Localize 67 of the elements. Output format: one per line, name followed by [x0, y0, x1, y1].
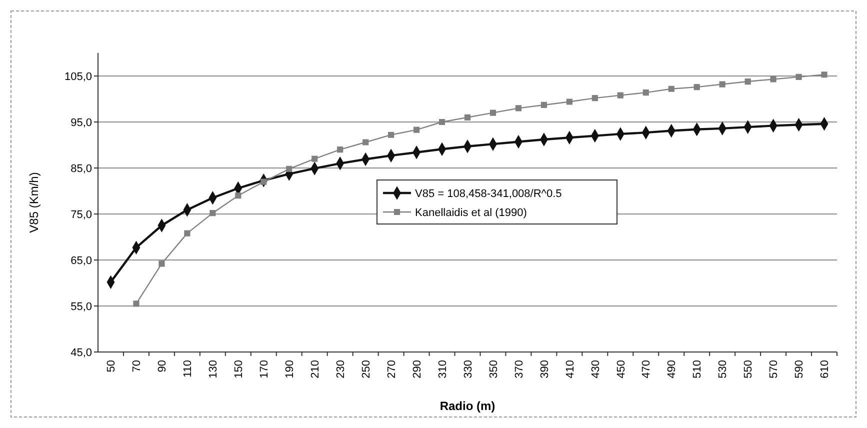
x-tick-label: 570: [768, 360, 780, 378]
x-tick-label: 190: [284, 360, 296, 378]
x-tick-label: 350: [488, 360, 500, 378]
x-tick-label: 610: [819, 360, 832, 378]
x-tick-label: 470: [640, 360, 653, 378]
y-tick-label: 105,0: [64, 70, 92, 83]
x-tick-label: 50: [106, 360, 118, 372]
x-tick-label: 130: [208, 360, 220, 378]
x-tick-label: 250: [360, 360, 372, 378]
x-tick-label: 70: [131, 360, 144, 372]
point: [515, 105, 522, 112]
x-tick-label: 230: [334, 360, 347, 378]
x-tick-label: 550: [742, 360, 755, 378]
y-tick-label: 95,0: [70, 116, 92, 129]
y-axis-title: V85 (Km/h): [27, 172, 41, 233]
x-tick-label: 170: [258, 360, 270, 378]
point: [566, 98, 572, 105]
point: [312, 156, 318, 162]
x-tick-label: 290: [411, 360, 424, 378]
point: [668, 86, 674, 92]
point: [184, 230, 190, 236]
x-axis-title: Radio (m): [440, 399, 496, 413]
point: [413, 126, 420, 133]
x-tick-label: 310: [436, 360, 449, 378]
point: [770, 76, 776, 82]
x-tick-label: 270: [386, 360, 398, 378]
point: [210, 210, 216, 216]
x-tick-label: 510: [692, 360, 704, 378]
point: [744, 78, 751, 85]
x-tick-label: 110: [182, 360, 194, 378]
legend-label: Kanellaidis et al (1990): [415, 206, 527, 219]
x-tick-label: 430: [590, 360, 602, 378]
x-tick-label: 370: [513, 360, 526, 378]
x-tick-label: 90: [156, 360, 169, 372]
y-tick-label: 45,0: [70, 346, 92, 359]
x-tick-label: 210: [309, 360, 322, 378]
y-tick-label: 65,0: [70, 254, 92, 267]
x-tick-label: 150: [233, 360, 246, 378]
point: [362, 139, 369, 146]
point: [821, 72, 828, 78]
x-tick-label: 410: [564, 360, 576, 378]
x-tick-label: 530: [717, 360, 730, 378]
point: [337, 146, 344, 153]
point: [719, 81, 726, 88]
point: [286, 166, 292, 172]
point: [592, 95, 598, 102]
point: [490, 110, 496, 116]
x-tick-label: 450: [615, 360, 628, 378]
y-tick-label: 85,0: [70, 162, 92, 175]
x-tick-label: 330: [462, 360, 474, 378]
point: [438, 118, 446, 126]
point: [540, 102, 547, 108]
point: [694, 84, 700, 90]
x-tick-label: 590: [794, 360, 806, 378]
point: [796, 74, 802, 80]
point: [617, 92, 624, 98]
point: [388, 132, 394, 138]
point: [235, 192, 242, 199]
y-tick-label: 55,0: [70, 300, 92, 313]
y-tick-label: 75,0: [70, 208, 92, 221]
point: [158, 260, 165, 267]
legend-label: V85 = 108,458-341,008/R^0.5: [415, 188, 562, 200]
point: [642, 90, 649, 96]
x-tick-label: 490: [666, 360, 678, 378]
point: [464, 114, 471, 120]
x-tick-label: 390: [538, 360, 551, 378]
point: [133, 300, 140, 307]
